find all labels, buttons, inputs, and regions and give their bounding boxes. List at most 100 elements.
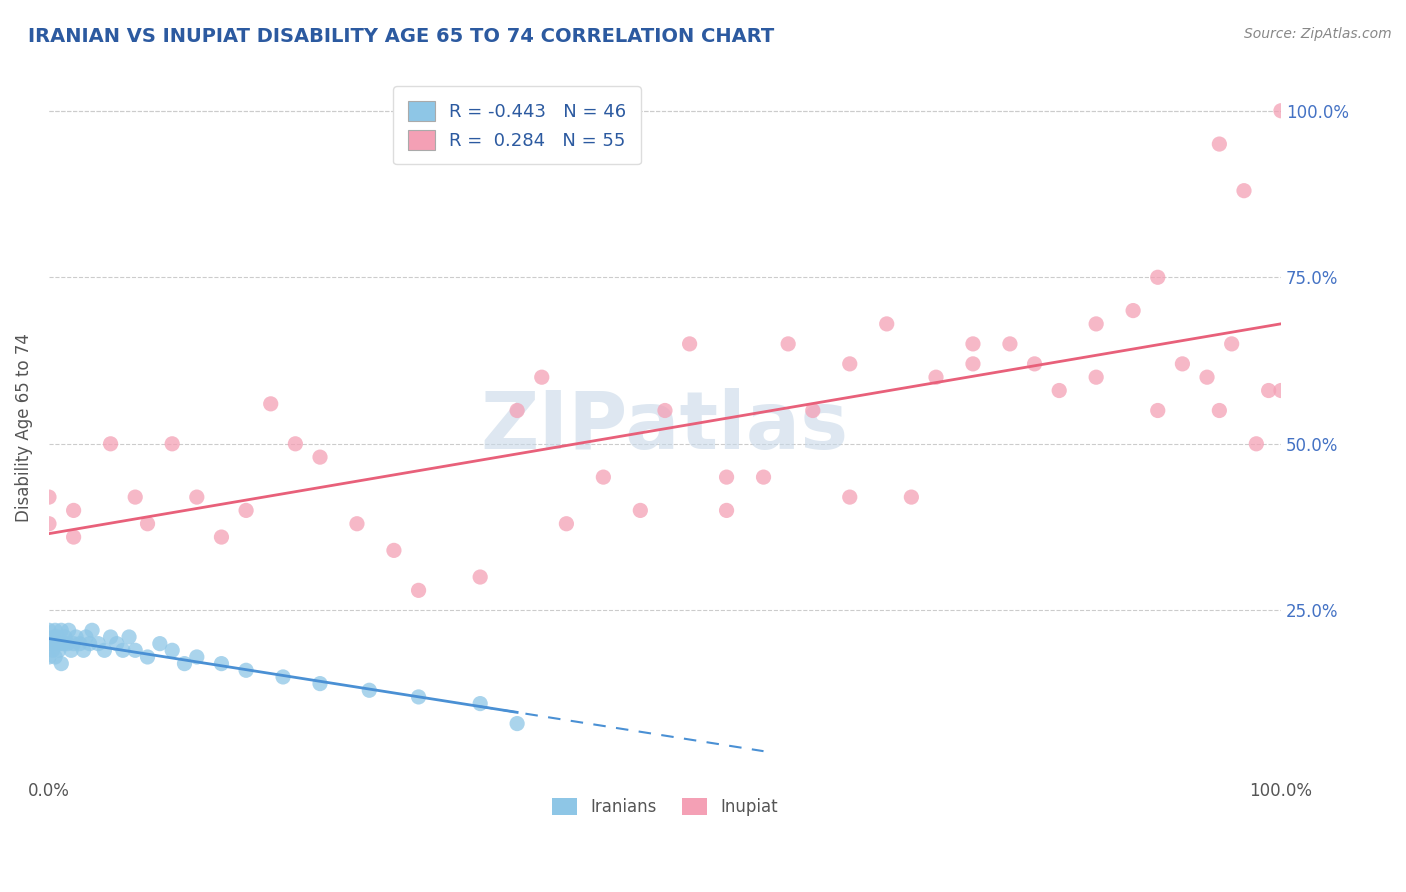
Point xyxy=(62,530,84,544)
Point xyxy=(260,397,283,411)
Point xyxy=(38,490,60,504)
Point xyxy=(38,624,60,638)
Point xyxy=(51,624,73,638)
Point xyxy=(408,583,430,598)
Point xyxy=(506,716,529,731)
Point xyxy=(900,490,922,504)
Point xyxy=(1195,370,1218,384)
Point xyxy=(654,403,676,417)
Point xyxy=(93,643,115,657)
Point xyxy=(1146,270,1168,285)
Point xyxy=(408,690,430,704)
Point xyxy=(309,676,332,690)
Point xyxy=(1208,136,1230,151)
Point xyxy=(41,637,63,651)
Point xyxy=(111,643,134,657)
Point xyxy=(530,370,553,384)
Point xyxy=(65,630,87,644)
Point xyxy=(160,437,183,451)
Point xyxy=(100,630,122,644)
Point xyxy=(1085,370,1108,384)
Point xyxy=(58,624,80,638)
Point xyxy=(1085,317,1108,331)
Point xyxy=(62,637,84,651)
Point xyxy=(44,650,66,665)
Point xyxy=(42,630,65,644)
Point xyxy=(38,637,60,651)
Point xyxy=(45,637,67,651)
Point xyxy=(309,450,332,464)
Point xyxy=(1171,357,1194,371)
Point xyxy=(678,337,700,351)
Point xyxy=(211,657,233,671)
Point xyxy=(1270,384,1292,398)
Point xyxy=(72,643,94,657)
Text: Source: ZipAtlas.com: Source: ZipAtlas.com xyxy=(1244,27,1392,41)
Point xyxy=(962,357,984,371)
Point xyxy=(87,637,110,651)
Point xyxy=(60,643,83,657)
Point xyxy=(838,357,860,371)
Point xyxy=(49,637,72,651)
Point xyxy=(1208,403,1230,417)
Point xyxy=(555,516,578,531)
Point xyxy=(284,437,307,451)
Point xyxy=(876,317,898,331)
Point xyxy=(124,643,146,657)
Point xyxy=(1024,357,1046,371)
Point xyxy=(124,490,146,504)
Point xyxy=(186,650,208,665)
Point xyxy=(235,663,257,677)
Point xyxy=(346,516,368,531)
Point xyxy=(100,437,122,451)
Point xyxy=(44,624,66,638)
Point xyxy=(38,650,60,665)
Point xyxy=(1122,303,1144,318)
Point xyxy=(271,670,294,684)
Legend: Iranians, Inupiat: Iranians, Inupiat xyxy=(544,789,786,824)
Point xyxy=(716,470,738,484)
Point xyxy=(75,630,97,644)
Point xyxy=(118,630,141,644)
Point xyxy=(149,637,172,651)
Point xyxy=(592,470,614,484)
Point xyxy=(48,643,70,657)
Point xyxy=(46,630,69,644)
Point xyxy=(1246,437,1268,451)
Point xyxy=(1047,384,1070,398)
Text: IRANIAN VS INUPIAT DISABILITY AGE 65 TO 74 CORRELATION CHART: IRANIAN VS INUPIAT DISABILITY AGE 65 TO … xyxy=(28,27,775,45)
Point xyxy=(186,490,208,504)
Point xyxy=(62,503,84,517)
Point xyxy=(962,337,984,351)
Point xyxy=(382,543,405,558)
Point xyxy=(778,337,800,351)
Point xyxy=(925,370,948,384)
Point xyxy=(470,570,492,584)
Text: ZIPatlas: ZIPatlas xyxy=(481,388,849,467)
Point xyxy=(470,697,492,711)
Point xyxy=(506,403,529,417)
Point xyxy=(136,650,159,665)
Point xyxy=(52,637,75,651)
Point xyxy=(173,657,195,671)
Point xyxy=(1146,403,1168,417)
Point xyxy=(716,503,738,517)
Point xyxy=(1257,384,1279,398)
Point xyxy=(56,637,79,651)
Y-axis label: Disability Age 65 to 74: Disability Age 65 to 74 xyxy=(15,333,32,522)
Point xyxy=(1270,103,1292,118)
Point xyxy=(105,637,128,651)
Point xyxy=(80,624,103,638)
Point xyxy=(53,630,76,644)
Point xyxy=(235,503,257,517)
Point xyxy=(359,683,381,698)
Point xyxy=(79,637,101,651)
Point xyxy=(1220,337,1243,351)
Point xyxy=(69,637,91,651)
Point xyxy=(1233,184,1256,198)
Point xyxy=(838,490,860,504)
Point xyxy=(998,337,1021,351)
Point xyxy=(628,503,651,517)
Point xyxy=(136,516,159,531)
Point xyxy=(51,657,73,671)
